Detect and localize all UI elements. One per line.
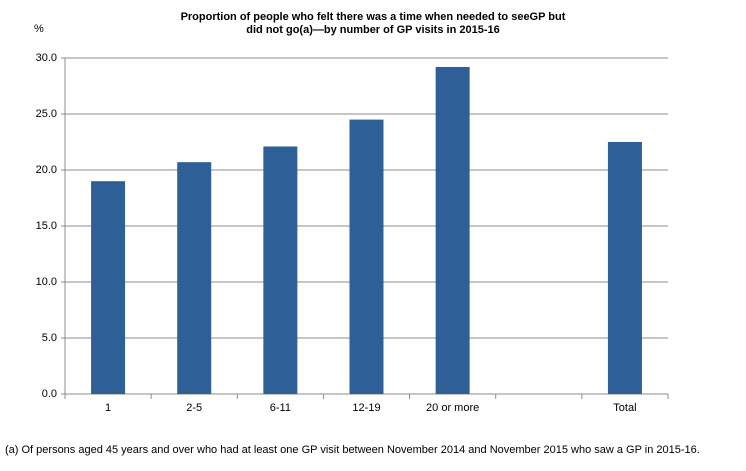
x-tick-label: 2-5 [186,402,202,414]
bar [349,119,384,394]
x-tick-label: 12-19 [352,402,380,414]
bar [263,146,298,394]
chart-title: Proportion of people who felt there was … [181,11,566,23]
y-axis-label: % [34,23,44,35]
x-tick-label: 6-11 [270,402,291,414]
chart-title: did not go(a)—by number of GP visits in … [246,24,499,36]
x-tick-label: 1 [105,402,111,414]
y-tick-label: 30.0 [36,52,57,64]
bar [435,66,470,395]
y-tick-label: 20.0 [36,164,57,176]
x-tick-label: Total [613,402,636,414]
y-tick-label: 10.0 [36,276,57,288]
bar [177,162,212,394]
bar [607,142,642,394]
x-tick-label: 20 or more [426,402,479,414]
footnote: (a) Of persons aged 45 years and over wh… [5,444,700,456]
bar [91,181,126,394]
y-tick-label: 5.0 [42,332,57,344]
y-tick-label: 25.0 [36,108,57,120]
y-tick-label: 0.0 [42,388,57,400]
y-tick-label: 15.0 [36,220,57,232]
